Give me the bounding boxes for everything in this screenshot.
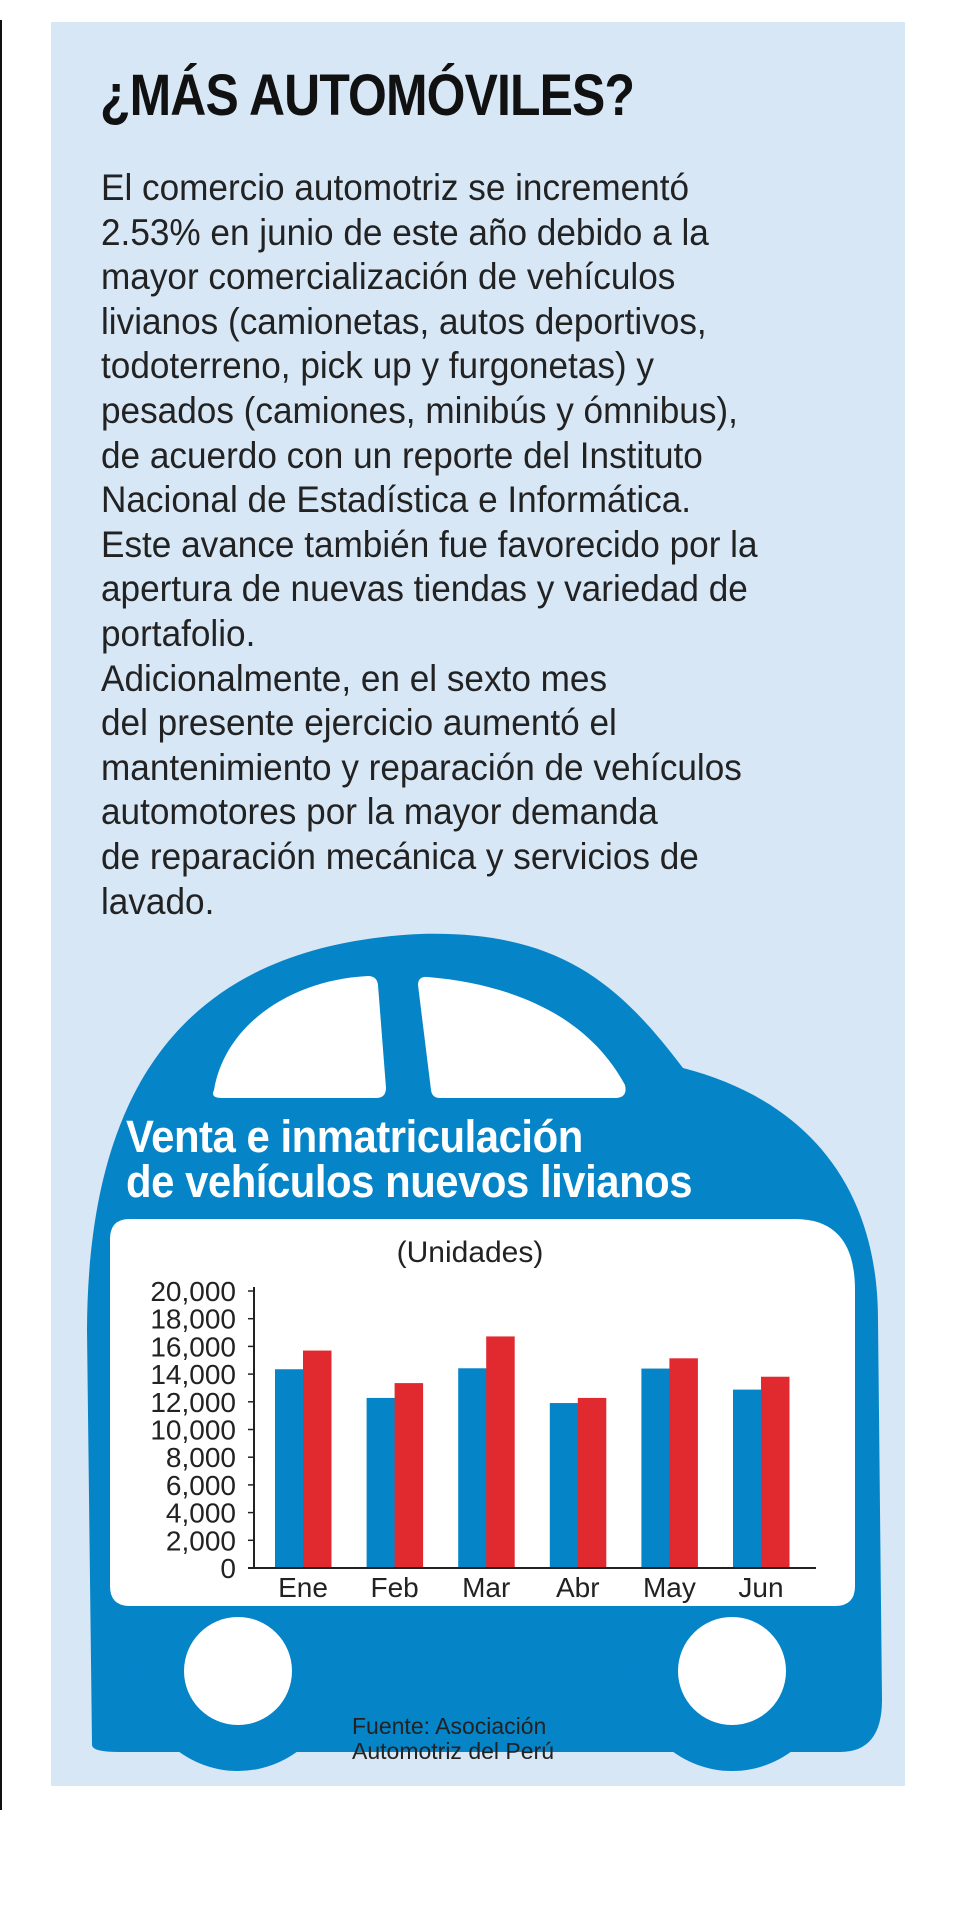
body-line: Nacional de Estadística e Informática. xyxy=(101,479,692,521)
body-line: de reparación mecánica y servicios de xyxy=(101,835,699,877)
body-line: todoterreno, pick up y furgonetas) y xyxy=(101,345,654,387)
bar-blue-jun xyxy=(733,1389,762,1568)
body-line: El comercio automotriz se incrementó xyxy=(101,167,690,208)
bar-blue-abr xyxy=(549,1403,579,1568)
x-tick-label: Abr xyxy=(556,1572,600,1603)
right-window xyxy=(418,976,626,1098)
y-tick-label: 18,000 xyxy=(150,1304,236,1335)
chart-subtitle: (Unidades) xyxy=(397,1236,544,1269)
bar-red-abr xyxy=(577,1397,607,1568)
y-tick-label: 8,000 xyxy=(166,1442,236,1473)
chart-title-line2: de vehículos nuevos livianos xyxy=(126,1156,693,1207)
bar-red-mar xyxy=(486,1336,515,1568)
y-tick-label: 14,000 xyxy=(150,1359,236,1390)
y-tick-label: 10,000 xyxy=(150,1415,236,1446)
body-line: mayor comercialización de vehículos xyxy=(101,256,676,298)
left-window xyxy=(213,976,386,1098)
body-line: de acuerdo con un reporte del Instituto xyxy=(101,434,703,476)
bar-blue-mar xyxy=(458,1368,487,1568)
y-tick-label: 6,000 xyxy=(166,1470,236,1501)
y-tick-label: 16,000 xyxy=(150,1331,236,1362)
body-line: pesados (camiones, minibús y ómnibus), xyxy=(101,389,738,431)
body-line: mantenimiento y reparación de vehículos xyxy=(101,746,742,788)
bar-blue-ene xyxy=(275,1369,304,1568)
body-line: livianos (camionetas, autos deportivos, xyxy=(101,300,707,342)
x-tick-label: May xyxy=(643,1572,696,1603)
x-tick-label: Jun xyxy=(738,1572,783,1603)
bar-red-may xyxy=(669,1358,698,1568)
body-line: del presente ejercicio aumentó el xyxy=(101,702,617,744)
y-tick-label: 0 xyxy=(220,1553,236,1584)
source-note: Fuente: Asociación Automotriz del Perú xyxy=(352,1714,554,1764)
source-line1: Fuente: Asociación xyxy=(352,1713,547,1739)
y-tick-label: 2,000 xyxy=(166,1525,236,1556)
y-tick-label: 20,000 xyxy=(150,1276,236,1307)
y-tick-label: 12,000 xyxy=(150,1387,236,1418)
x-tick-label: Feb xyxy=(370,1572,418,1603)
body-line: portafolio. xyxy=(101,612,256,654)
page-title: ¿MÁS AUTOMÓVILES? xyxy=(100,63,635,128)
bar-red-jun xyxy=(761,1376,790,1568)
bar-red-ene xyxy=(303,1350,332,1568)
body-line: lavado. xyxy=(101,880,215,922)
bar-blue-may xyxy=(641,1368,670,1568)
y-tick-label: 4,000 xyxy=(166,1498,236,1529)
x-tick-label: Ene xyxy=(278,1572,328,1603)
x-tick-label: Mar xyxy=(462,1572,510,1603)
chart-title: Venta e inmatriculación de vehículos nue… xyxy=(126,1111,693,1207)
article-body: El comercio automotriz se incrementó 2.53… xyxy=(101,166,792,924)
left-wheel xyxy=(184,1617,292,1725)
body-line: Adicionalmente, en el sexto mes xyxy=(101,657,608,699)
body-line: automotores por la mayor demanda xyxy=(101,791,658,833)
bar-blue-feb xyxy=(366,1397,396,1568)
body-line: Este avance también fue favorecido por l… xyxy=(101,523,758,565)
source-line2: Automotriz del Perú xyxy=(352,1738,554,1764)
bar-red-feb xyxy=(394,1383,424,1568)
body-line: apertura de nuevas tiendas y variedad de xyxy=(101,568,748,610)
chart-title-line1: Venta e inmatriculación xyxy=(126,1111,583,1162)
page-border-line xyxy=(0,20,2,1810)
body-line: 2.53% en junio de este año debido a la xyxy=(101,211,709,253)
right-wheel xyxy=(678,1617,786,1725)
